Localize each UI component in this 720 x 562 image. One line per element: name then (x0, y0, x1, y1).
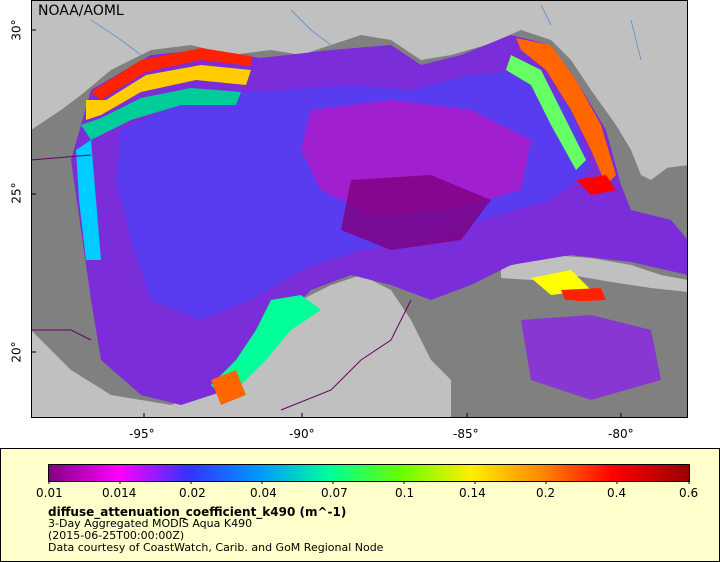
coast-cuba-yellow (531, 270, 591, 295)
lon-label-90: -90° (289, 427, 315, 441)
cbar-tick-6: 0.14 (459, 486, 486, 500)
coast-north-red (91, 48, 251, 100)
credit-label: NOAA/AOML (38, 3, 124, 19)
lon-label-95: -95° (129, 427, 155, 441)
usa-land (31, 0, 688, 170)
gulf-dark-core (341, 175, 491, 250)
cbar-tick-9: 0.6 (679, 486, 699, 500)
cbar-tick-5: 0.1 (395, 486, 415, 500)
lat-label-30: 30° (9, 19, 24, 41)
cbar-tick-3: 0.04 (250, 486, 277, 500)
cbar-tick-2: 0.02 (179, 486, 206, 500)
caribbean-data (521, 315, 661, 400)
colorbar-fill (48, 464, 690, 482)
florida-land (551, 0, 688, 180)
coast-campeche-orange (211, 370, 246, 405)
map-panel: NOAA/AOML (31, 0, 688, 418)
lon-label-85: -85° (453, 427, 479, 441)
country-borders (31, 154, 92, 341)
mexico-land (31, 275, 451, 418)
lat-label-20: 20° (9, 341, 24, 363)
map-frame (31, 0, 688, 418)
coast-florida-red (576, 175, 616, 195)
variable-name: diffuse_attenuation_coefficient_k490 (m^… (48, 505, 347, 519)
cbar-tick-0: 0.01 (36, 486, 63, 500)
k490-map (31, 0, 688, 418)
mexico-borders (280, 299, 412, 411)
colorbar-ticks (48, 482, 690, 484)
coast-cuba-red (561, 288, 606, 302)
cbar-tick-7: 0.2 (536, 486, 556, 500)
lon-label-80: -80° (608, 427, 634, 441)
coast-florida-orange (516, 38, 616, 185)
cbar-tick-8: 0.4 (607, 486, 627, 500)
rivers (90, 4, 642, 61)
coast-north-green (81, 88, 241, 140)
legend-panel: 0.01 0.014 0.02 0.04 0.07 0.1 0.14 0.2 0… (0, 448, 720, 562)
cuba-land (501, 255, 688, 292)
coast-north-yellow (86, 65, 251, 120)
coast-campeche-green (211, 295, 321, 395)
cbar-tick-1: 0.014 (102, 486, 137, 500)
time-stamp: (2015-06-25T00:00:00Z) (48, 529, 185, 542)
coast-texas-cyan (76, 140, 101, 260)
source-credit: Data courtesy of CoastWatch, Carib. and … (48, 541, 384, 554)
coast-florida-green (506, 55, 586, 170)
product-name: 3-Day Aggregated MODIS Aqua K490 (48, 517, 253, 530)
lat-label-25: 25° (9, 182, 24, 204)
colorbar (48, 464, 690, 484)
cbar-tick-4: 0.07 (321, 486, 348, 500)
